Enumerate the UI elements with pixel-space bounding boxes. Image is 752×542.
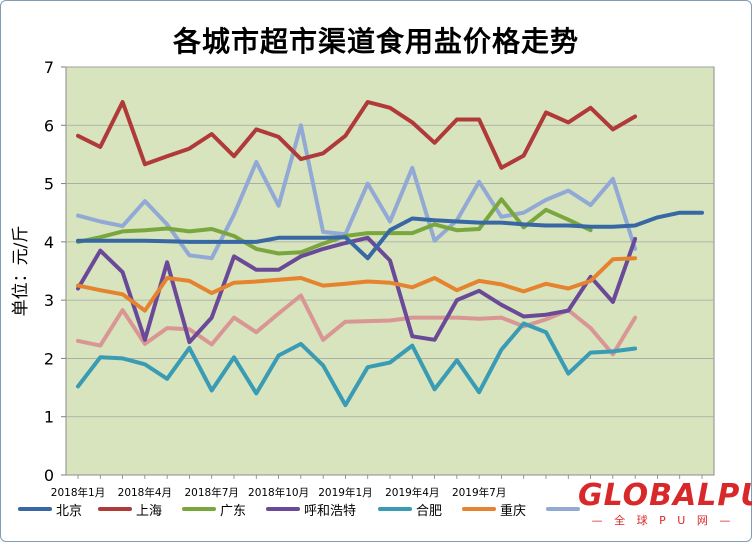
chart-title: 各城市超市渠道食用盐价格走势 [172,25,579,58]
globalpu-logo: GLOBALPU — 全 球 P U 网 — [578,478,752,536]
legend-swatch [546,507,580,511]
y-tick-label: 4 [44,233,54,252]
series-line-0 [76,210,704,261]
series-line-1 [76,100,638,170]
series-line-5 [76,256,638,313]
y-axis-label: 单位：元/斤 [11,226,31,317]
legend-label: 上海 [136,504,163,519]
x-tick-label: 2018年1月 [51,486,105,499]
x-tick-label: 2019年4月 [385,486,439,499]
legend-swatch [462,507,496,511]
y-tick-label: 0 [44,466,54,485]
series-line-2 [76,197,593,256]
y-tick-label: 7 [44,58,54,77]
x-tick-label: 2018年4月 [118,486,172,499]
legend-swatch [18,507,52,511]
legend-label: 广东 [220,504,247,519]
x-tick-label: 2018年7月 [185,486,239,499]
legend-swatch [266,507,300,511]
legend-label: 呼和浩特 [304,504,357,519]
series-line-7 [76,293,638,357]
y-tick-label: 2 [44,349,54,368]
legend-label: 合肥 [416,504,443,519]
y-tick-label: 5 [44,175,54,194]
x-tick-label: 2019年7月 [452,486,506,499]
y-tick-label: 3 [44,291,54,310]
legend-swatch [378,507,412,511]
series-line-4 [76,321,638,408]
logo-sub-text: — 全 球 P U 网 — [591,514,735,527]
y-tick-label: 1 [44,408,54,427]
legend-swatch [98,507,132,511]
legend-swatch [182,507,216,511]
series-line-3 [76,235,638,345]
legend-label: 北京 [56,504,83,519]
y-tick-label: 6 [44,116,54,135]
logo-main-text: GLOBALPU [578,478,752,513]
legend-label: 重庆 [500,504,527,519]
x-tick-label: 2018年10月 [248,486,309,499]
x-tick-label: 2019年1月 [318,486,372,499]
